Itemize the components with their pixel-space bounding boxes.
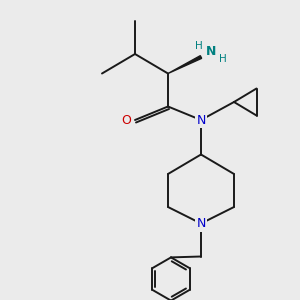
Polygon shape [168,56,202,74]
Text: N: N [206,45,216,58]
Text: H: H [195,40,203,51]
Text: O: O [121,114,131,127]
Text: H: H [219,54,226,64]
Text: N: N [196,113,206,127]
Text: N: N [196,217,206,230]
